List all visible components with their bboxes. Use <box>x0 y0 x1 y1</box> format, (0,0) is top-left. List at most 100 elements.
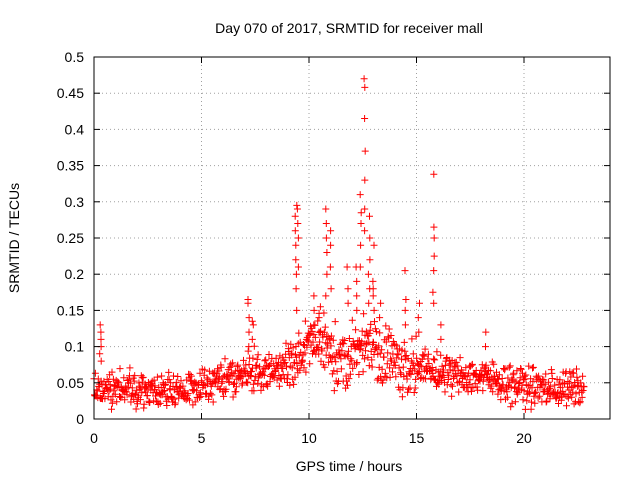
data-point <box>338 347 346 355</box>
data-point <box>578 393 586 401</box>
data-point <box>468 387 475 395</box>
tick-marks <box>93 56 610 420</box>
data-point <box>229 359 237 367</box>
data-point <box>419 351 427 359</box>
data-point <box>501 365 509 373</box>
data-point <box>320 309 328 317</box>
data-point <box>394 351 402 359</box>
data-point <box>383 360 391 368</box>
data-point <box>322 292 330 300</box>
data-point <box>249 321 257 329</box>
data-point <box>251 373 259 381</box>
data-point <box>240 356 247 364</box>
data-point <box>97 328 105 336</box>
data-point <box>243 378 251 386</box>
data-point <box>282 339 290 347</box>
data-point <box>321 363 329 371</box>
data-point <box>440 366 447 374</box>
data-point <box>453 372 461 380</box>
data-point <box>508 399 516 407</box>
data-point <box>398 346 406 354</box>
data-point <box>353 359 361 366</box>
data-point <box>120 374 128 382</box>
data-point <box>567 373 575 381</box>
data-point <box>487 382 495 390</box>
data-point <box>295 352 303 360</box>
data-point <box>353 277 361 285</box>
data-point <box>322 220 330 227</box>
data-point <box>343 263 351 271</box>
data-point <box>425 360 433 367</box>
data-point <box>421 345 429 353</box>
data-point <box>139 373 147 381</box>
data-point <box>345 347 352 355</box>
data-point <box>248 317 256 325</box>
data-point <box>279 365 287 372</box>
data-point <box>348 316 356 324</box>
data-point <box>305 331 313 339</box>
data-point <box>366 326 374 334</box>
data-point <box>323 249 331 256</box>
data-point <box>151 382 159 390</box>
data-point <box>430 299 438 307</box>
data-point <box>294 234 302 242</box>
data-point <box>563 402 570 410</box>
data-point <box>395 364 403 372</box>
data-point <box>398 355 405 363</box>
data-point <box>343 351 351 359</box>
data-point <box>134 400 141 408</box>
y-tick-label: 0.45 <box>57 85 84 101</box>
data-point <box>366 212 373 220</box>
data-point <box>310 321 318 329</box>
data-point <box>399 363 407 371</box>
y-tick-label: 0.4 <box>65 121 85 137</box>
data-point <box>158 372 166 380</box>
data-point <box>291 227 299 235</box>
data-point <box>234 361 242 369</box>
data-point <box>330 387 338 395</box>
data-point <box>399 384 407 392</box>
data-point <box>507 384 515 392</box>
data-point <box>301 349 309 357</box>
data-point <box>126 379 134 387</box>
data-point <box>121 396 129 404</box>
chart-title: Day 070 of 2017, SRMTID for receiver mal… <box>215 20 483 36</box>
data-point <box>529 378 537 386</box>
data-point <box>411 365 419 373</box>
data-point <box>367 320 375 328</box>
data-point <box>322 205 330 213</box>
data-point <box>105 378 113 385</box>
data-point <box>292 285 300 293</box>
data-point <box>437 321 445 329</box>
data-point <box>292 350 299 358</box>
data-point <box>256 363 264 371</box>
data-point <box>513 367 521 375</box>
data-point <box>379 376 387 384</box>
data-point <box>208 391 216 399</box>
data-point <box>364 270 372 278</box>
data-point <box>370 339 377 347</box>
data-point <box>316 338 324 346</box>
data-point <box>402 352 410 359</box>
data-point <box>378 365 386 373</box>
data-point <box>430 252 438 260</box>
data-point <box>556 376 564 384</box>
data-point <box>292 241 300 249</box>
data-point <box>564 378 572 385</box>
data-point <box>364 353 372 361</box>
data-point <box>356 191 364 199</box>
data-point <box>528 398 535 406</box>
data-point <box>197 393 205 401</box>
data-point <box>570 369 578 377</box>
data-point <box>327 342 335 350</box>
data-point <box>357 220 365 227</box>
data-point <box>349 364 357 372</box>
data-point <box>244 379 252 387</box>
data-point <box>495 371 503 379</box>
data-point <box>108 368 116 376</box>
data-point <box>410 389 418 396</box>
data-point <box>445 371 453 379</box>
data-point <box>511 383 519 391</box>
data-point <box>208 380 216 387</box>
